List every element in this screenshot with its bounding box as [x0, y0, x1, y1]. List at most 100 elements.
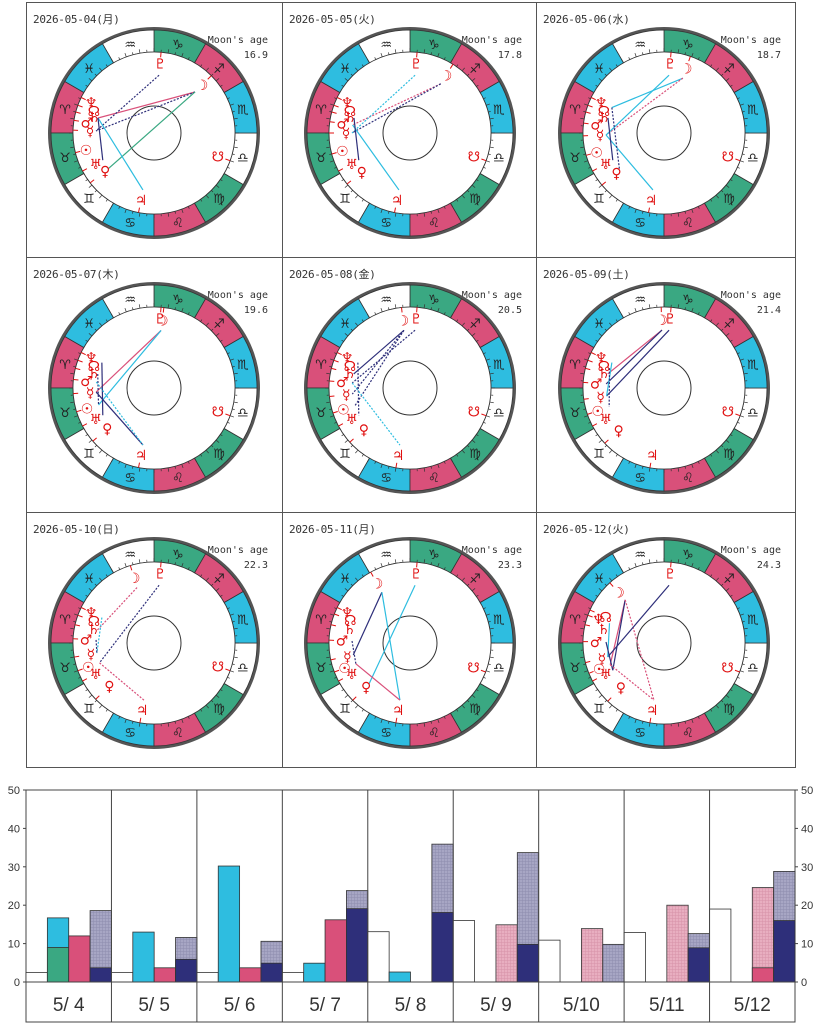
virgo-glyph-icon: ♍ [723, 447, 735, 462]
degree-tick [476, 179, 479, 182]
capricorn-glyph-icon: ♑ [172, 293, 184, 308]
aspect-line [95, 329, 162, 393]
moon-age-label: Moon's age [207, 290, 268, 301]
degree-tick [580, 117, 585, 120]
degree-tick [124, 718, 127, 723]
taurus-glyph-icon: ♉ [59, 661, 71, 676]
saturn-marker [75, 367, 81, 371]
libra-glyph-icon: ♎ [493, 406, 505, 421]
degree-tick [739, 670, 744, 673]
aspect-line [612, 599, 626, 671]
uranus-icon: ♅ [345, 412, 358, 428]
aries-glyph-icon: ♈ [59, 613, 71, 628]
degree-tick [730, 84, 733, 87]
degree-tick [74, 670, 79, 673]
degree-tick [344, 588, 349, 592]
degree-tick [215, 184, 220, 188]
moon-age-value: 21.4 [756, 305, 781, 316]
core-circle [382, 360, 438, 416]
degree-tick [634, 208, 637, 213]
degree-tick [70, 117, 75, 120]
degree-tick [715, 322, 719, 327]
degree-tick [595, 84, 598, 87]
node-icon: ☊ [344, 104, 356, 120]
degree-tick [211, 190, 214, 193]
degree-tick [684, 307, 686, 310]
degree-tick [344, 184, 349, 188]
degree-tick [174, 721, 176, 724]
inner-ring [72, 306, 236, 470]
degree-tick [233, 146, 238, 149]
degree-tick [467, 328, 470, 331]
degree-tick [590, 173, 595, 176]
degree-tick [388, 721, 390, 724]
degree-tick [205, 704, 209, 709]
degree-tick [483, 676, 486, 679]
virgo-glyph-icon: ♍ [469, 192, 481, 207]
degree-tick [233, 117, 238, 120]
leo-glyph-icon: ♌ [172, 216, 184, 231]
scorpio-glyph-icon: ♏ [493, 103, 505, 118]
uranus-icon: ♅ [599, 157, 612, 173]
aries-glyph-icon: ♈ [569, 613, 581, 628]
leo-glyph-icon: ♌ [682, 471, 694, 486]
degree-tick [329, 111, 332, 113]
degree-tick [691, 308, 694, 313]
degree-tick [124, 53, 127, 58]
aries-glyph-icon: ♈ [315, 358, 327, 373]
degree-tick [642, 466, 644, 469]
leo-glyph-icon: ♌ [682, 216, 694, 231]
degree-tick [615, 319, 618, 322]
core-circle [126, 105, 182, 161]
bar-pink-light [495, 924, 518, 983]
degree-tick [344, 439, 349, 443]
day-label: 5/12 [734, 995, 771, 1016]
day-label: 5/10 [563, 995, 600, 1016]
degree-tick [200, 319, 203, 322]
degree-tick [355, 194, 359, 199]
degree-tick [461, 577, 465, 582]
taurus-glyph-icon: ♉ [569, 661, 581, 676]
mars-marker [73, 119, 80, 122]
inner-ring [582, 561, 746, 725]
virgo-glyph-icon: ♍ [213, 702, 225, 717]
south_node-marker [735, 158, 741, 162]
sagittarius-glyph-icon: ♐ [469, 572, 481, 587]
degree-tick [467, 700, 470, 703]
degree-tick [194, 314, 197, 319]
degree-tick [697, 57, 700, 60]
degree-tick [70, 146, 75, 149]
degree-tick [350, 190, 353, 193]
degree-tick [85, 689, 88, 692]
bar-cyan [388, 971, 411, 983]
core-circle [382, 105, 438, 161]
bar-navy [89, 967, 112, 983]
aspect-line [97, 373, 100, 405]
zodiac-wheel: ♈ ♉ ♊ ♋ ♌ ♍ ♎ ♏ ♐ ♑ ♒ ♓ ♇ ☽☊♆♄♂☿☉♅♀ ♃ ☋ [558, 537, 770, 749]
degree-tick [229, 358, 234, 361]
degree-tick [730, 689, 733, 692]
venus-marker [92, 437, 97, 442]
degree-tick [334, 97, 337, 100]
degree-tick [584, 160, 589, 163]
degree-tick [336, 173, 341, 176]
neptune-icon: ♆ [85, 605, 98, 621]
degree-tick [73, 366, 76, 368]
sun-marker [75, 150, 81, 154]
horoscope-grid: 2026-05-04(月) Moon's age 16.9 ♈ ♉ ♊ ♋ ♌ ♍ ♎ ♏ ♐ ♑ ♒ ♓ ♇… [26, 2, 796, 786]
bar-pink-light [580, 928, 604, 983]
degree-tick [329, 366, 332, 368]
degree-tick [350, 445, 353, 448]
zodiac-wheel: ♈ ♉ ♊ ♋ ♌ ♍ ♎ ♏ ♐ ♑ ♒ ♓ ♇ ☽ ♆☊♄♂☿☉♅♀ ♃ ☋ [48, 537, 260, 749]
degree-tick [461, 322, 465, 327]
degree-tick [200, 574, 203, 577]
bar-navy [431, 912, 454, 983]
degree-tick [211, 328, 214, 331]
degree-tick [341, 339, 344, 342]
bar-red [153, 967, 176, 983]
degree-tick [710, 574, 713, 577]
venus-icon: ♀ [611, 166, 621, 182]
moon-age: Moon's age 17.8 [462, 33, 522, 63]
degree-tick [227, 352, 230, 355]
cancer-glyph-icon: ♋ [124, 726, 136, 741]
